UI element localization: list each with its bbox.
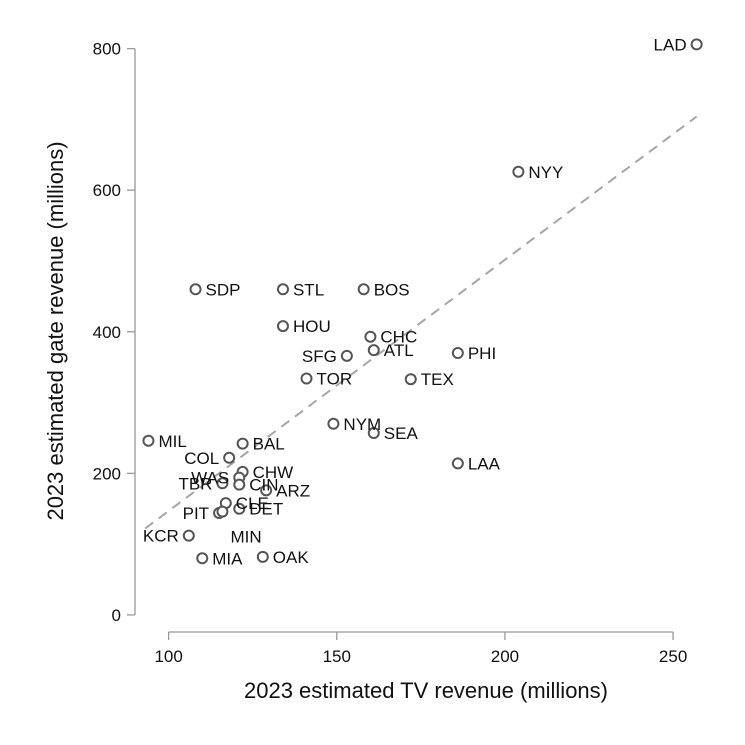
data-point-sfg	[340, 349, 353, 362]
y-tick-label: 400	[93, 323, 121, 342]
point-label-bos: BOS	[374, 280, 410, 299]
point-label-tex: TEX	[421, 370, 454, 389]
x-tick-label: 150	[323, 647, 351, 666]
data-point-kcr	[182, 529, 195, 542]
data-point-tor	[300, 372, 313, 385]
point-label-phi: PHI	[468, 344, 496, 363]
point-label-oak: OAK	[273, 548, 310, 567]
data-point-nym	[327, 417, 340, 430]
point-label-bal: BAL	[253, 435, 285, 454]
point-label-nyy: NYY	[528, 163, 563, 182]
data-point-laa	[451, 457, 464, 470]
data-point-tbr	[216, 477, 229, 490]
data-point-sea	[367, 426, 380, 439]
point-label-mia: MIA	[212, 549, 243, 568]
y-axis-title: 2023 estimated gate revenue (millions)	[43, 141, 68, 520]
point-label-kcr: KCR	[143, 527, 179, 546]
data-point-bos	[357, 283, 370, 296]
x-tick-label: 250	[659, 647, 687, 666]
point-label-sea: SEA	[384, 424, 419, 443]
x-ticks: 100 150 200 250	[154, 632, 687, 666]
y-tick-label: 0	[112, 606, 121, 625]
point-label-min: MIN	[230, 528, 261, 547]
data-point-mil	[142, 434, 155, 447]
point-label-col: COL	[184, 449, 219, 468]
data-points	[142, 38, 703, 565]
point-label-lad: LAD	[654, 35, 687, 54]
axes: 0 200 400 600 800 100 150 200 250	[93, 40, 688, 666]
point-label-was: WAS	[191, 469, 229, 488]
point-label-atl: ATL	[384, 341, 414, 360]
point-label-chw: CHW	[253, 463, 294, 482]
data-point-oak	[256, 550, 269, 563]
point-label-mil: MIL	[158, 432, 186, 451]
data-point-mia	[196, 552, 209, 565]
data-point-hou	[276, 320, 289, 333]
data-point-min	[216, 505, 229, 518]
data-point-lad	[690, 38, 703, 51]
trendline	[144, 115, 698, 530]
data-point-cin	[233, 478, 246, 491]
point-label-laa: LAA	[468, 454, 501, 473]
data-point-stl	[276, 283, 289, 296]
data-point-sdp	[189, 283, 202, 296]
data-point-bal	[236, 437, 249, 450]
point-label-hou: HOU	[293, 317, 331, 336]
point-label-tor: TOR	[317, 369, 353, 388]
y-ticks: 0 200 400 600 800	[93, 40, 135, 625]
y-tick-label: 600	[93, 181, 121, 200]
point-label-pit: PIT	[183, 504, 209, 523]
data-point-det	[233, 502, 246, 515]
data-point-atl	[367, 344, 380, 357]
point-label-tbr: TBR	[178, 474, 212, 493]
point-label-stl: STL	[293, 280, 324, 299]
point-label-chc: CHC	[380, 328, 417, 347]
y-tick-label: 200	[93, 464, 121, 483]
data-point-phi	[451, 347, 464, 360]
point-label-cle: CLE	[236, 494, 269, 513]
point-label-sfg: SFG	[302, 347, 337, 366]
point-label-sdp: SDP	[206, 280, 241, 299]
x-axis-title: 2023 estimated TV revenue (millions)	[244, 678, 608, 703]
y-tick-label: 800	[93, 40, 121, 59]
data-point-arz	[260, 484, 273, 497]
x-tick-label: 100	[154, 647, 182, 666]
x-tick-label: 200	[491, 647, 519, 666]
point-label-cin: CIN	[249, 476, 278, 495]
data-point-tex	[404, 373, 417, 386]
data-point-col	[223, 451, 236, 464]
data-point-nyy	[512, 165, 525, 178]
point-label-det: DET	[249, 500, 283, 519]
point-label-nym: NYM	[343, 415, 381, 434]
data-point-chc	[364, 330, 377, 343]
point-label-arz: ARZ	[276, 481, 310, 500]
